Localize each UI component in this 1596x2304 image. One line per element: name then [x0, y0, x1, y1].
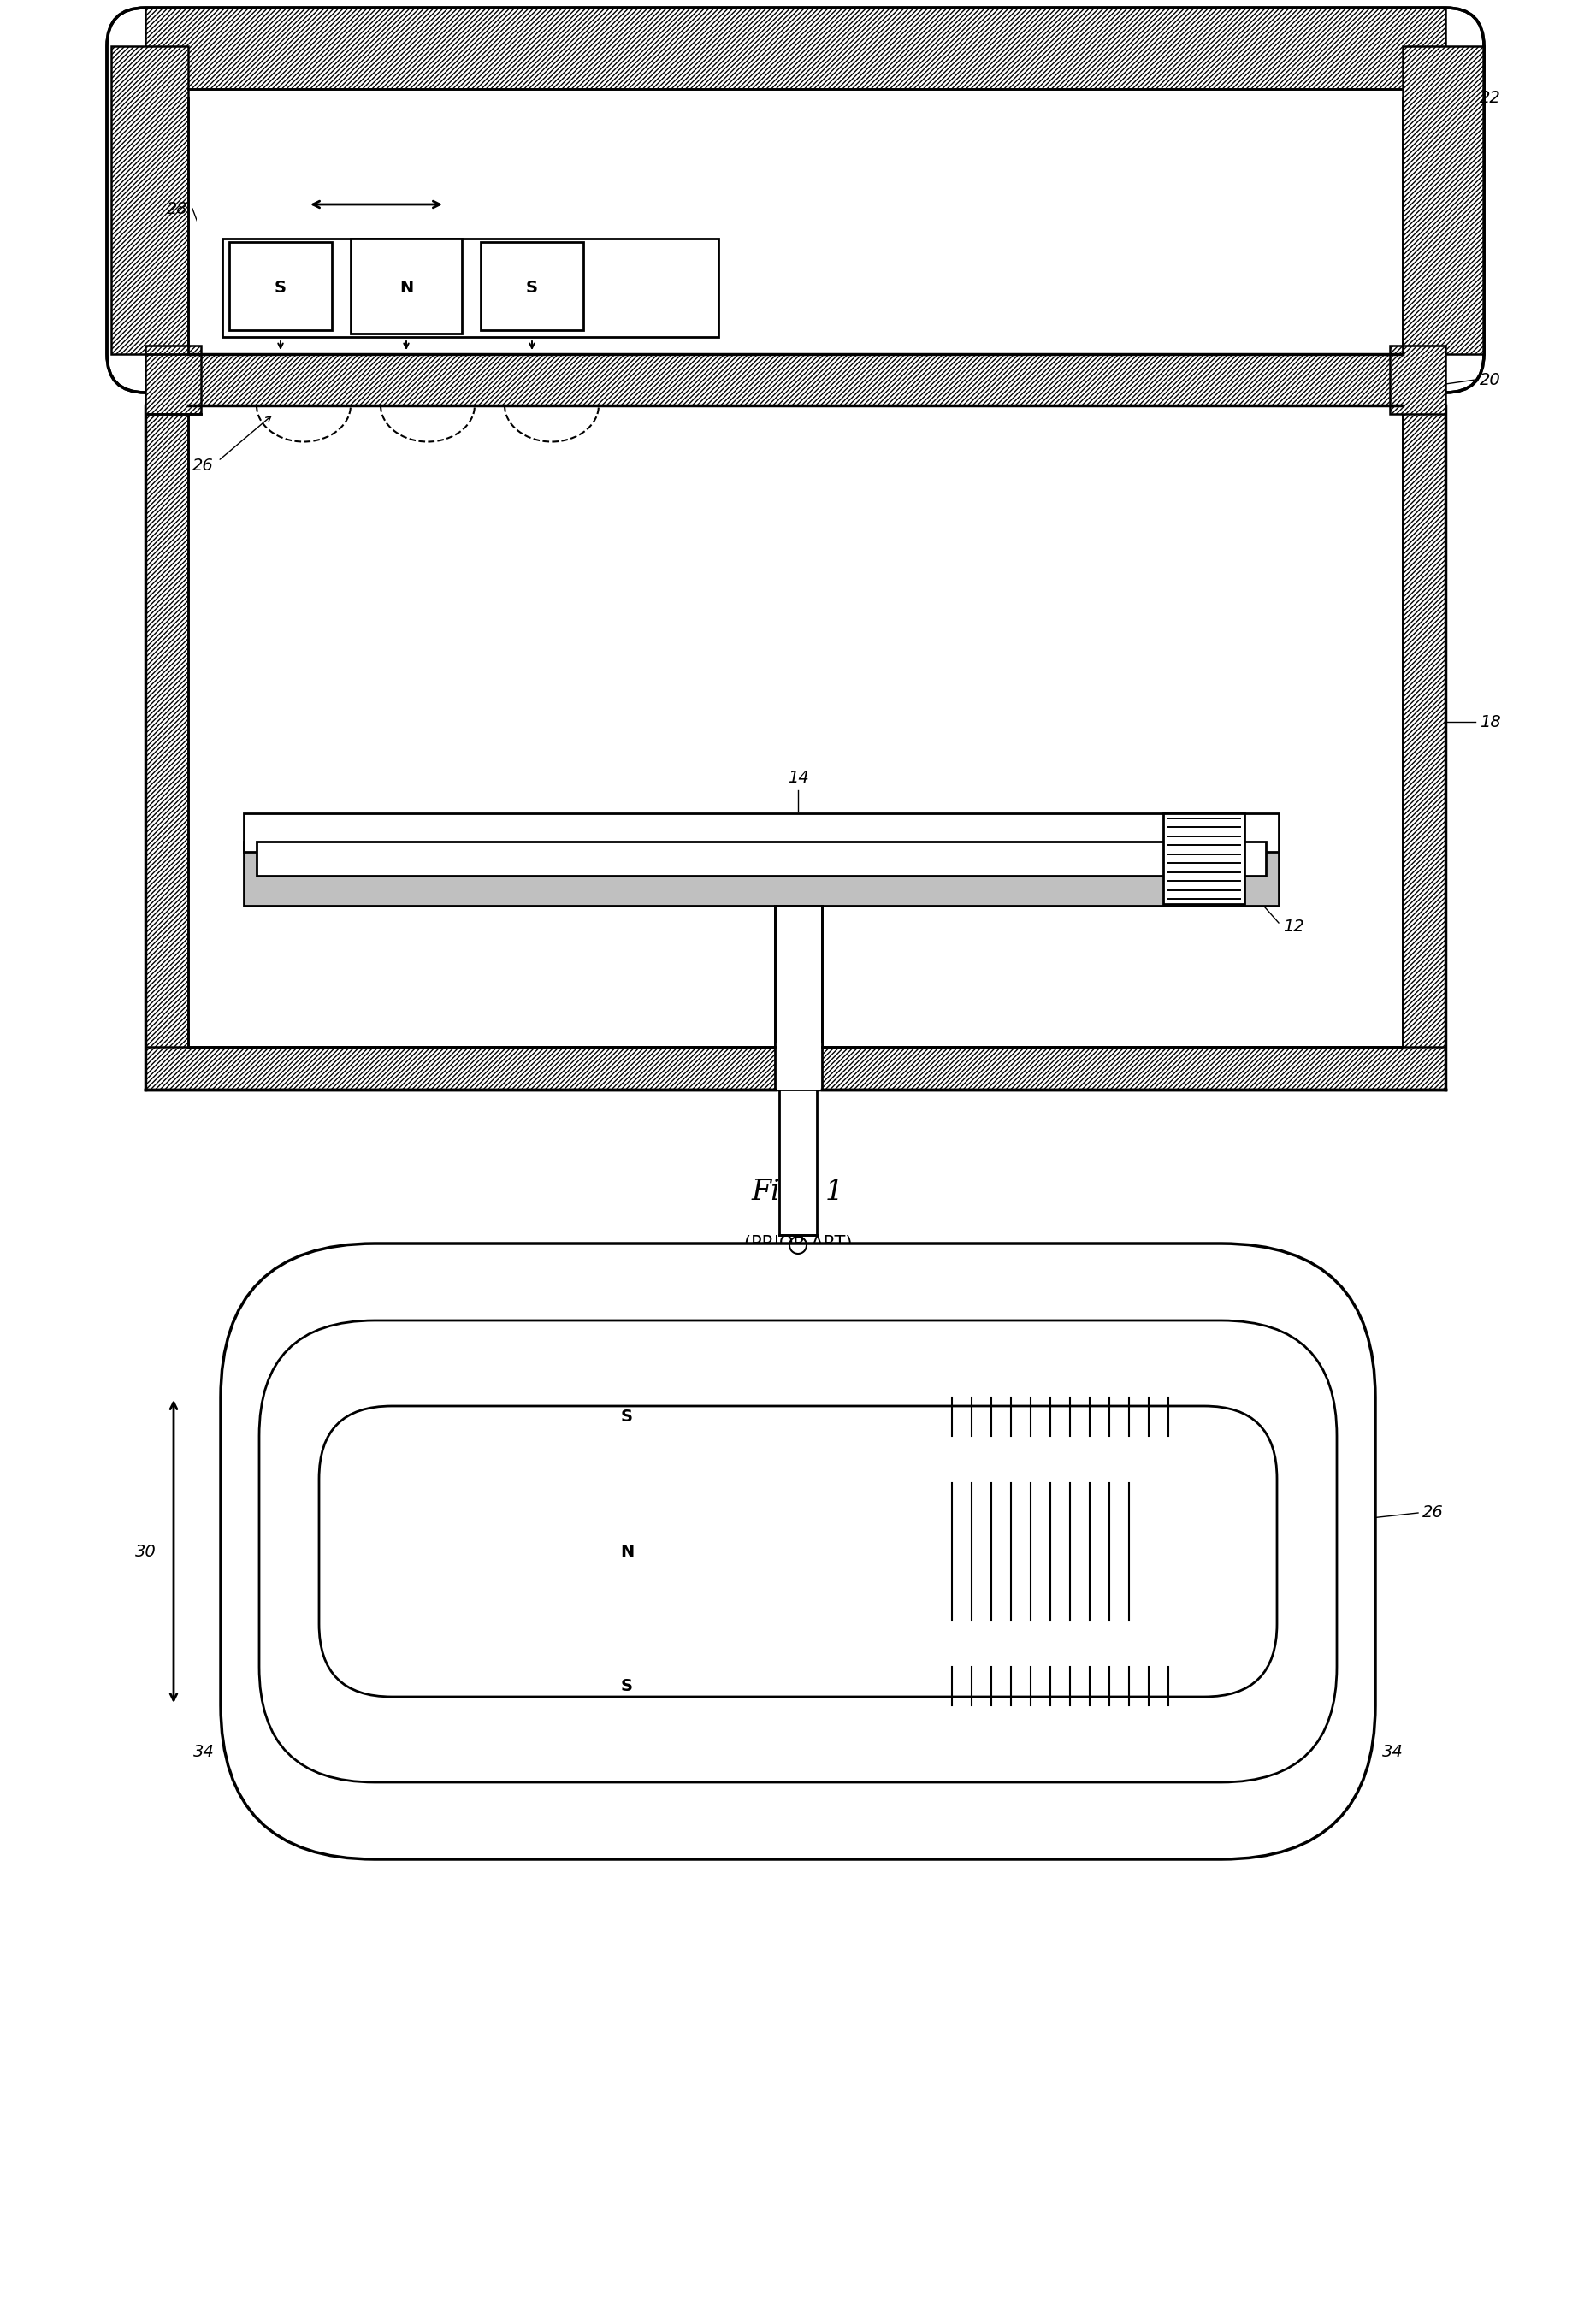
FancyBboxPatch shape — [107, 7, 1484, 392]
Text: 28: 28 — [753, 200, 774, 217]
Bar — [230, 242, 332, 329]
Text: 16: 16 — [1154, 244, 1176, 260]
Text: (PRIOR ART): (PRIOR ART) — [744, 1804, 852, 1820]
Bar — [145, 346, 201, 415]
Text: Fig.  1: Fig. 1 — [752, 1180, 844, 1205]
Bar — [112, 46, 188, 355]
Bar — [779, 1090, 817, 1235]
Bar — [188, 406, 1403, 1046]
Text: 18: 18 — [1479, 714, 1500, 730]
Bar — [480, 242, 583, 329]
Text: S: S — [621, 1677, 634, 1693]
FancyBboxPatch shape — [259, 1320, 1337, 1783]
Bar — [1403, 406, 1446, 1090]
Text: 22: 22 — [1479, 90, 1500, 106]
Text: S: S — [527, 279, 538, 295]
Bar — [145, 7, 1446, 90]
Bar — [351, 240, 461, 334]
Text: 32: 32 — [634, 1339, 654, 1355]
Bar — [1403, 46, 1484, 355]
Text: 12: 12 — [1283, 919, 1304, 935]
Bar — [244, 813, 1278, 852]
Bar — [145, 1046, 1446, 1090]
Bar — [145, 406, 188, 1090]
Text: 20: 20 — [1479, 371, 1500, 387]
Text: 26: 26 — [193, 456, 214, 472]
Bar — [1390, 346, 1446, 415]
Text: N: N — [619, 1544, 634, 1560]
Text: 28: 28 — [168, 200, 188, 217]
Bar — [774, 1041, 822, 1090]
Text: 32: 32 — [634, 1749, 654, 1765]
Text: 26: 26 — [1422, 1505, 1443, 1521]
Bar — [188, 355, 1403, 406]
Text: 24: 24 — [827, 1369, 1033, 1541]
FancyBboxPatch shape — [220, 1244, 1376, 1859]
Text: 34: 34 — [1382, 1744, 1403, 1760]
Text: 24: 24 — [586, 92, 749, 141]
Bar — [774, 905, 822, 1046]
Text: 34: 34 — [193, 1744, 214, 1760]
Bar — [222, 240, 718, 336]
Text: 14: 14 — [787, 770, 809, 786]
Text: (PRIOR ART): (PRIOR ART) — [744, 1235, 852, 1251]
Text: 28: 28 — [1060, 1339, 1080, 1355]
Bar — [257, 841, 1266, 876]
Text: S: S — [275, 279, 287, 295]
Text: 28: 28 — [1060, 1749, 1080, 1765]
Text: S: S — [621, 1408, 634, 1424]
Text: N: N — [399, 279, 413, 295]
FancyBboxPatch shape — [319, 1405, 1277, 1696]
Text: Fig.  2: Fig. 2 — [752, 1751, 844, 1779]
Bar — [196, 92, 1395, 350]
Text: 30: 30 — [136, 1544, 156, 1560]
Bar — [1163, 813, 1245, 903]
Bar — [244, 841, 1278, 905]
